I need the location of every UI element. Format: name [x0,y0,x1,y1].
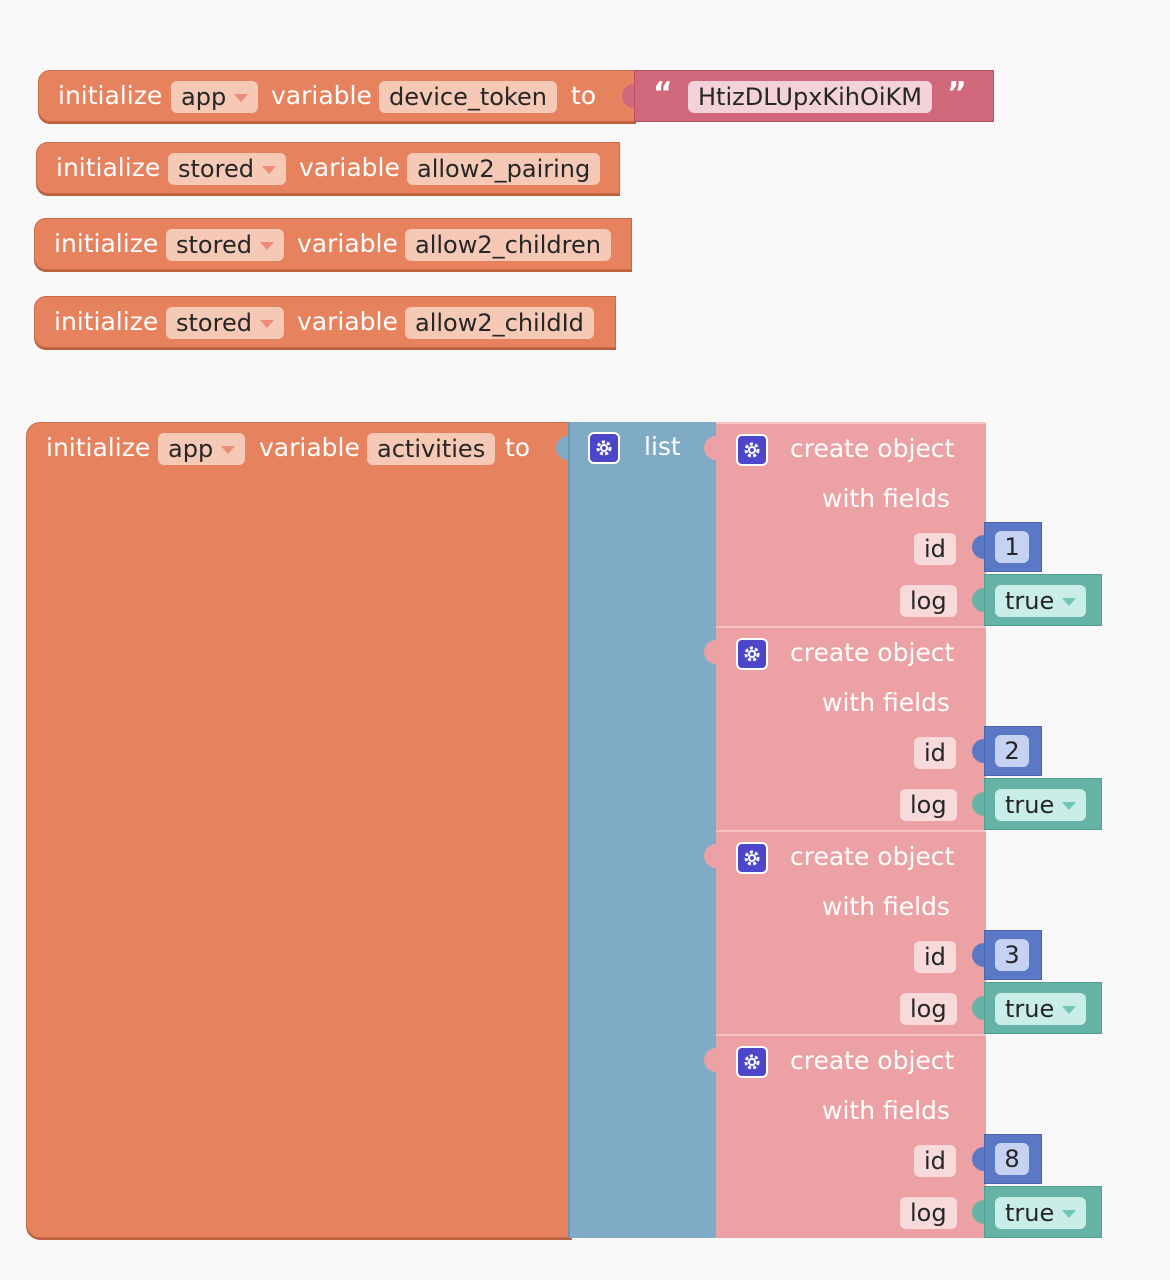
create-object-label: create object [790,434,955,463]
gear-icon[interactable] [588,432,620,464]
list-label: list [644,432,681,461]
number-value-field[interactable]: 3 [995,939,1029,971]
output-connector [556,436,568,460]
variable-label: variable [259,433,360,462]
initialize-label: initialize [54,229,159,258]
gear-icon[interactable] [736,638,768,670]
create-object-block[interactable]: create object with fields id log [716,422,986,626]
create-object-label: create object [790,842,955,871]
to-label: to [571,81,597,110]
init-allow2-pairing-block[interactable]: initialize stored variable allow2_pairin… [36,142,620,194]
gear-icon[interactable] [736,1046,768,1078]
number-block[interactable]: 3 [984,930,1042,980]
scope-dropdown[interactable]: stored [166,307,284,339]
scope-dropdown[interactable]: stored [166,229,284,261]
chevron-down-icon [221,446,236,454]
output-connector [704,844,716,868]
boolean-dropdown[interactable]: true [995,585,1087,617]
field-key-log[interactable]: log [900,585,957,617]
chevron-down-icon [1062,598,1077,606]
chevron-down-icon [234,94,249,102]
output-connector [972,943,984,967]
variable-label: variable [297,307,398,336]
output-connector [972,1147,984,1171]
init-activities-block[interactable]: initialize app variable activities to [26,422,572,1238]
output-connector [972,792,984,816]
init-device-token-block[interactable]: initialize app variable device_token to [38,70,636,122]
list-block[interactable]: list [568,422,718,1238]
with-fields-label: with fields [822,1096,950,1125]
create-object-label: create object [790,638,955,667]
variable-name-field[interactable]: device_token [379,81,557,113]
create-object-block[interactable]: create object with fields id log [716,1034,986,1238]
output-connector [622,84,634,108]
create-object-block[interactable]: create object with fields id log [716,626,986,830]
chevron-down-icon [1062,1006,1077,1014]
quote-open-icon: “ [653,76,673,111]
to-label: to [505,433,531,462]
output-connector [972,588,984,612]
variable-label: variable [297,229,398,258]
output-connector [972,535,984,559]
gear-icon[interactable] [736,842,768,874]
chevron-down-icon [1062,802,1077,810]
boolean-block[interactable]: true [984,982,1102,1034]
field-key-id[interactable]: id [914,941,956,973]
initialize-label: initialize [58,81,163,110]
create-object-label: create object [790,1046,955,1075]
chevron-down-icon [259,320,274,328]
initialize-label: initialize [54,307,159,336]
number-block[interactable]: 8 [984,1134,1042,1184]
boolean-dropdown[interactable]: true [995,789,1087,821]
variable-label: variable [271,81,372,110]
initialize-label: initialize [46,433,151,462]
scope-dropdown[interactable]: app [171,81,259,113]
gear-icon[interactable] [736,434,768,466]
field-key-log[interactable]: log [900,1197,957,1229]
field-key-log[interactable]: log [900,993,957,1025]
init-allow2-childid-block[interactable]: initialize stored variable allow2_childI… [34,296,616,348]
boolean-dropdown[interactable]: true [995,1197,1087,1229]
output-connector [704,1048,716,1072]
output-connector [972,1200,984,1224]
with-fields-label: with fields [822,484,950,513]
number-value-field[interactable]: 2 [995,735,1029,767]
number-block[interactable]: 1 [984,522,1042,572]
quote-close-icon: ” [947,76,967,111]
field-key-id[interactable]: id [914,737,956,769]
chevron-down-icon [1062,1210,1077,1218]
boolean-block[interactable]: true [984,1186,1102,1238]
create-object-block[interactable]: create object with fields id log [716,830,986,1034]
text-string-block[interactable]: “ HtizDLUpxKihOiKM ” [634,70,994,122]
output-connector [704,640,716,664]
field-key-log[interactable]: log [900,789,957,821]
number-block[interactable]: 2 [984,726,1042,776]
number-value-field[interactable]: 8 [995,1143,1029,1175]
output-connector [972,996,984,1020]
boolean-block[interactable]: true [984,574,1102,626]
text-value-field[interactable]: HtizDLUpxKihOiKM [688,81,933,113]
boolean-block[interactable]: true [984,778,1102,830]
variable-name-field[interactable]: allow2_pairing [407,153,601,185]
variable-name-field[interactable]: activities [367,433,496,465]
variable-label: variable [299,153,400,182]
boolean-dropdown[interactable]: true [995,993,1087,1025]
field-key-id[interactable]: id [914,1145,956,1177]
scope-dropdown[interactable]: app [158,433,246,465]
with-fields-label: with fields [822,892,950,921]
variable-name-field[interactable]: allow2_childId [405,307,594,339]
field-key-id[interactable]: id [914,533,956,565]
with-fields-label: with fields [822,688,950,717]
init-allow2-children-block[interactable]: initialize stored variable allow2_childr… [34,218,632,270]
output-connector [972,739,984,763]
chevron-down-icon [259,242,274,250]
scope-dropdown[interactable]: stored [168,153,286,185]
variable-name-field[interactable]: allow2_children [405,229,611,261]
output-connector [704,436,716,460]
initialize-label: initialize [56,153,161,182]
chevron-down-icon [261,166,276,174]
number-value-field[interactable]: 1 [995,531,1029,563]
